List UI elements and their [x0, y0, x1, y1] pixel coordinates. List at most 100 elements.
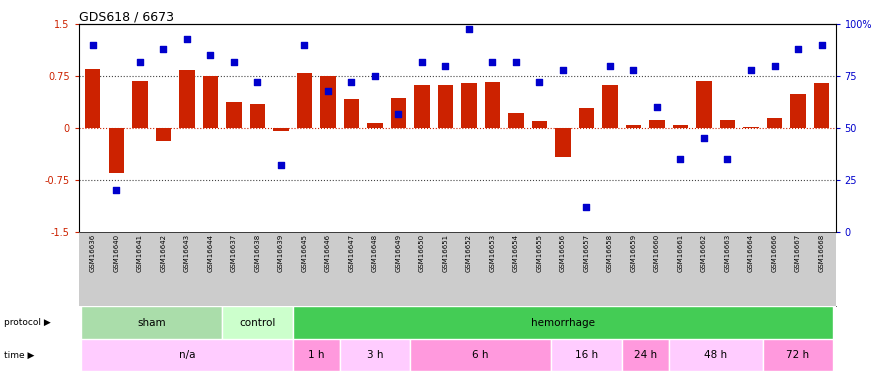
Text: GSM16666: GSM16666 [772, 234, 778, 272]
Bar [461, 83, 477, 128]
Point [180, 36, 194, 42]
Bar [551, 339, 622, 371]
Point [462, 26, 476, 32]
Point [250, 80, 264, 86]
Point [227, 59, 241, 65]
Point [579, 204, 593, 210]
Bar [414, 85, 430, 128]
Text: GSM16660: GSM16660 [654, 234, 660, 272]
Text: GSM16667: GSM16667 [795, 234, 801, 272]
Text: 72 h: 72 h [787, 350, 809, 360]
Point [650, 104, 664, 110]
Text: GSM16636: GSM16636 [90, 234, 96, 272]
Point [697, 135, 711, 141]
Bar [649, 120, 665, 128]
Text: 1 h: 1 h [308, 350, 325, 360]
Bar [720, 120, 735, 128]
Text: 3 h: 3 h [367, 350, 383, 360]
Text: GSM16650: GSM16650 [419, 234, 425, 272]
Bar [485, 82, 500, 128]
Bar [410, 339, 551, 371]
Point [203, 53, 217, 58]
Bar [108, 128, 124, 173]
Text: time ▶: time ▶ [4, 351, 35, 360]
Point [157, 46, 171, 52]
Text: GSM16647: GSM16647 [348, 234, 354, 272]
Bar [622, 339, 668, 371]
Bar [579, 108, 594, 128]
Text: GSM16643: GSM16643 [184, 234, 190, 272]
Text: GSM16662: GSM16662 [701, 234, 707, 272]
Text: 24 h: 24 h [634, 350, 657, 360]
Bar [85, 69, 101, 128]
Text: sham: sham [137, 318, 166, 328]
Point [321, 88, 335, 94]
Bar [320, 76, 335, 128]
Bar [763, 339, 833, 371]
Point [509, 59, 523, 65]
Bar [391, 98, 406, 128]
Bar [556, 128, 570, 157]
Point [744, 67, 758, 73]
Bar [203, 75, 218, 128]
Text: GSM16645: GSM16645 [301, 234, 307, 272]
Bar [273, 128, 289, 131]
Text: GSM16668: GSM16668 [818, 234, 824, 272]
Point [603, 63, 617, 69]
Text: 6 h: 6 h [473, 350, 489, 360]
Point [368, 73, 382, 79]
Text: hemorrhage: hemorrhage [531, 318, 595, 328]
Text: GSM16658: GSM16658 [607, 234, 613, 272]
Point [674, 156, 688, 162]
Bar [438, 84, 453, 128]
Bar [81, 339, 292, 371]
Text: control: control [239, 318, 276, 328]
Text: GSM16661: GSM16661 [677, 234, 683, 272]
Text: GSM16657: GSM16657 [584, 234, 590, 272]
Bar [156, 128, 171, 141]
Bar [297, 74, 312, 128]
Bar [790, 93, 806, 128]
Point [391, 111, 405, 117]
Bar [532, 121, 547, 128]
Point [556, 67, 570, 73]
Text: GSM16659: GSM16659 [631, 234, 636, 272]
Bar [814, 83, 829, 128]
Point [815, 42, 829, 48]
Text: GSM16637: GSM16637 [231, 234, 237, 272]
Bar [81, 306, 222, 339]
Point [438, 63, 452, 69]
Text: GSM16651: GSM16651 [443, 234, 448, 272]
Text: GSM16663: GSM16663 [724, 234, 731, 272]
Text: GSM16648: GSM16648 [372, 234, 378, 272]
Text: 48 h: 48 h [704, 350, 727, 360]
Bar [673, 124, 688, 128]
Bar [668, 339, 763, 371]
Text: GSM16641: GSM16641 [136, 234, 143, 272]
Bar [602, 85, 618, 128]
Point [791, 46, 805, 52]
Bar [179, 70, 194, 128]
Point [133, 59, 147, 65]
Bar [626, 124, 641, 128]
Text: GSM16639: GSM16639 [278, 234, 284, 272]
Text: 16 h: 16 h [575, 350, 598, 360]
Text: GSM16646: GSM16646 [325, 234, 331, 272]
Text: GSM16642: GSM16642 [160, 234, 166, 272]
Text: GSM16664: GSM16664 [748, 234, 754, 272]
Point [109, 188, 123, 194]
Bar [292, 339, 340, 371]
Bar [222, 306, 292, 339]
Point [767, 63, 781, 69]
Point [345, 80, 359, 86]
Point [415, 59, 429, 65]
Bar [292, 306, 833, 339]
Text: GSM16640: GSM16640 [114, 234, 119, 272]
Bar [344, 99, 359, 128]
Bar [696, 81, 711, 128]
Point [626, 67, 640, 73]
Bar [368, 123, 382, 128]
Bar [744, 127, 759, 128]
Point [533, 80, 547, 86]
Bar [227, 102, 242, 128]
